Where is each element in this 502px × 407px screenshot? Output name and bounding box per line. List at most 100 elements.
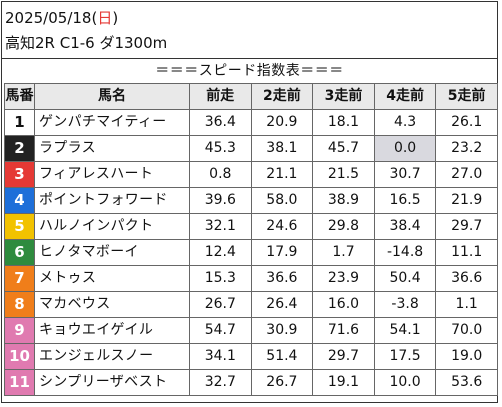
speed-index-last-race-cell: 54.7 bbox=[189, 317, 252, 344]
horse-number-cell: 11 bbox=[4, 369, 35, 396]
table-row: 4 ポイントフォワード 39.6 58.0 38.9 16.5 21.9 bbox=[4, 187, 498, 214]
horse-number-cell: 1 bbox=[4, 109, 35, 136]
race-date: 2025/05/18(日) bbox=[5, 8, 118, 28]
header-horse-number: 馬番 bbox=[4, 83, 35, 110]
horse-name-cell: ラプラス bbox=[34, 135, 190, 162]
speed-index-last-race-cell: 26.7 bbox=[189, 291, 252, 318]
header-divider bbox=[2, 58, 497, 59]
speed-index-5-races-ago-cell: 23.2 bbox=[435, 135, 498, 162]
speed-index-5-races-ago-cell: 11.1 bbox=[435, 239, 498, 266]
speed-index-2-races-ago-cell: 58.0 bbox=[250, 187, 314, 214]
speed-index-2-races-ago-cell: 21.1 bbox=[250, 161, 314, 188]
header-3-races-ago: 3走前 bbox=[312, 83, 375, 110]
speed-index-5-races-ago-cell: 29.7 bbox=[435, 213, 498, 240]
horse-name-cell: シンプリーザベスト bbox=[34, 369, 190, 396]
speed-index-3-races-ago-cell: 71.6 bbox=[312, 317, 375, 344]
speed-index-3-races-ago-cell: 23.9 bbox=[312, 265, 375, 292]
day-of-week: 日 bbox=[97, 9, 113, 27]
speed-index-last-race-cell: 39.6 bbox=[189, 187, 252, 214]
table-row: 1 ゲンパチマイティー 36.4 20.9 18.1 4.3 26.1 bbox=[4, 109, 498, 136]
section-title: ＝＝＝スピード指数表＝＝＝ bbox=[155, 63, 344, 79]
speed-index-4-races-ago-cell: 38.4 bbox=[373, 213, 437, 240]
speed-index-3-races-ago-cell: 16.0 bbox=[312, 291, 375, 318]
table-row: 8 マカベウス 26.7 26.4 16.0 -3.8 1.1 bbox=[4, 291, 498, 318]
speed-index-2-races-ago-cell: 36.6 bbox=[250, 265, 314, 292]
speed-index-5-races-ago-cell: 27.0 bbox=[435, 161, 498, 188]
table-row: 9 キョウエイゲイル 54.7 30.9 71.6 54.1 70.0 bbox=[4, 317, 498, 344]
speed-index-4-races-ago-cell: 16.5 bbox=[373, 187, 437, 214]
header-5-races-ago: 5走前 bbox=[435, 83, 498, 110]
table-row: 3 フィアレスハート 0.8 21.1 21.5 30.7 27.0 bbox=[4, 161, 498, 188]
race-date-value: 2025/05/18 bbox=[5, 9, 92, 27]
speed-index-2-races-ago-cell: 26.4 bbox=[250, 291, 314, 318]
speed-index-5-races-ago-cell: 19.0 bbox=[435, 343, 498, 370]
horse-number-cell: 10 bbox=[4, 343, 35, 370]
horse-number-cell: 5 bbox=[4, 213, 35, 240]
header-4-races-ago: 4走前 bbox=[373, 83, 437, 110]
table-row: 10 エンジェルスノー 34.1 51.4 29.7 17.5 19.0 bbox=[4, 343, 498, 370]
speed-index-4-races-ago-cell: 50.4 bbox=[373, 265, 437, 292]
speed-index-5-races-ago-cell: 53.6 bbox=[435, 369, 498, 396]
table-row: 11 シンプリーザベスト 32.7 26.7 19.1 10.0 53.6 bbox=[4, 369, 498, 396]
horse-name-cell: ヒノタマボーイ bbox=[34, 239, 190, 266]
speed-index-2-races-ago-cell: 26.7 bbox=[250, 369, 314, 396]
speed-index-3-races-ago-cell: 19.1 bbox=[312, 369, 375, 396]
horse-number-cell: 8 bbox=[4, 291, 35, 318]
speed-index-last-race-cell: 32.7 bbox=[189, 369, 252, 396]
speed-index-2-races-ago-cell: 17.9 bbox=[250, 239, 314, 266]
horse-name-cell: キョウエイゲイル bbox=[34, 317, 190, 344]
horse-number-cell: 2 bbox=[4, 135, 35, 162]
horse-name-cell: エンジェルスノー bbox=[34, 343, 190, 370]
speed-index-3-races-ago-cell: 18.1 bbox=[312, 109, 375, 136]
table-row: 2 ラプラス 45.3 38.1 45.7 0.0 23.2 bbox=[4, 135, 498, 162]
speed-index-4-races-ago-cell: -3.8 bbox=[373, 291, 437, 318]
speed-index-2-races-ago-cell: 30.9 bbox=[250, 317, 314, 344]
speed-index-card: 2025/05/18(日) 高知2R C1-6 ダ1300m ＝＝＝スピード指数… bbox=[1, 1, 498, 403]
speed-index-3-races-ago-cell: 1.7 bbox=[312, 239, 375, 266]
horse-name-cell: ゲンパチマイティー bbox=[34, 109, 190, 136]
header-last-race: 前走 bbox=[189, 83, 252, 110]
horse-number-cell: 7 bbox=[4, 265, 35, 292]
speed-index-2-races-ago-cell: 38.1 bbox=[250, 135, 314, 162]
speed-index-last-race-cell: 15.3 bbox=[189, 265, 252, 292]
speed-index-4-races-ago-cell: 54.1 bbox=[373, 317, 437, 344]
horse-name-cell: メトゥス bbox=[34, 265, 190, 292]
day-of-week-open: ( bbox=[91, 9, 98, 27]
table-row: 6 ヒノタマボーイ 12.4 17.9 1.7 -14.8 11.1 bbox=[4, 239, 498, 266]
speed-index-table: 馬番 馬名 前走 2走前 3走前 4走前 5走前 1 ゲンパチマイティー 36.4 2… bbox=[4, 83, 498, 396]
speed-index-5-races-ago-cell: 70.0 bbox=[435, 317, 498, 344]
horse-number-cell: 6 bbox=[4, 239, 35, 266]
speed-index-3-races-ago-cell: 45.7 bbox=[312, 135, 375, 162]
speed-index-last-race-cell: 32.1 bbox=[189, 213, 252, 240]
header-2-races-ago: 2走前 bbox=[250, 83, 314, 110]
speed-index-4-races-ago-cell: 0.0 bbox=[373, 135, 437, 162]
speed-index-5-races-ago-cell: 36.6 bbox=[435, 265, 498, 292]
speed-index-2-races-ago-cell: 51.4 bbox=[250, 343, 314, 370]
speed-index-3-races-ago-cell: 21.5 bbox=[312, 161, 375, 188]
speed-index-5-races-ago-cell: 1.1 bbox=[435, 291, 498, 318]
table-row: 7 メトゥス 15.3 36.6 23.9 50.4 36.6 bbox=[4, 265, 498, 292]
speed-index-4-races-ago-cell: 17.5 bbox=[373, 343, 437, 370]
horse-name-cell: フィアレスハート bbox=[34, 161, 190, 188]
speed-index-4-races-ago-cell: -14.8 bbox=[373, 239, 437, 266]
table-header-row: 馬番 馬名 前走 2走前 3走前 4走前 5走前 bbox=[4, 83, 498, 110]
horse-number-cell: 3 bbox=[4, 161, 35, 188]
speed-index-last-race-cell: 36.4 bbox=[189, 109, 252, 136]
horse-name-cell: マカベウス bbox=[34, 291, 190, 318]
speed-index-last-race-cell: 0.8 bbox=[189, 161, 252, 188]
header-horse-name: 馬名 bbox=[34, 83, 190, 110]
speed-index-last-race-cell: 12.4 bbox=[189, 239, 252, 266]
speed-index-4-races-ago-cell: 4.3 bbox=[373, 109, 437, 136]
speed-index-5-races-ago-cell: 21.9 bbox=[435, 187, 498, 214]
speed-index-last-race-cell: 34.1 bbox=[189, 343, 252, 370]
race-info: 高知2R C1-6 ダ1300m bbox=[5, 34, 168, 52]
speed-index-4-races-ago-cell: 30.7 bbox=[373, 161, 437, 188]
speed-index-3-races-ago-cell: 38.9 bbox=[312, 187, 375, 214]
horse-name-cell: ハルノインパクト bbox=[34, 213, 190, 240]
speed-index-2-races-ago-cell: 20.9 bbox=[250, 109, 314, 136]
horse-name-cell: ポイントフォワード bbox=[34, 187, 190, 214]
speed-index-2-races-ago-cell: 24.6 bbox=[250, 213, 314, 240]
horse-number-cell: 9 bbox=[4, 317, 35, 344]
horse-number-cell: 4 bbox=[4, 187, 35, 214]
speed-index-3-races-ago-cell: 29.7 bbox=[312, 343, 375, 370]
